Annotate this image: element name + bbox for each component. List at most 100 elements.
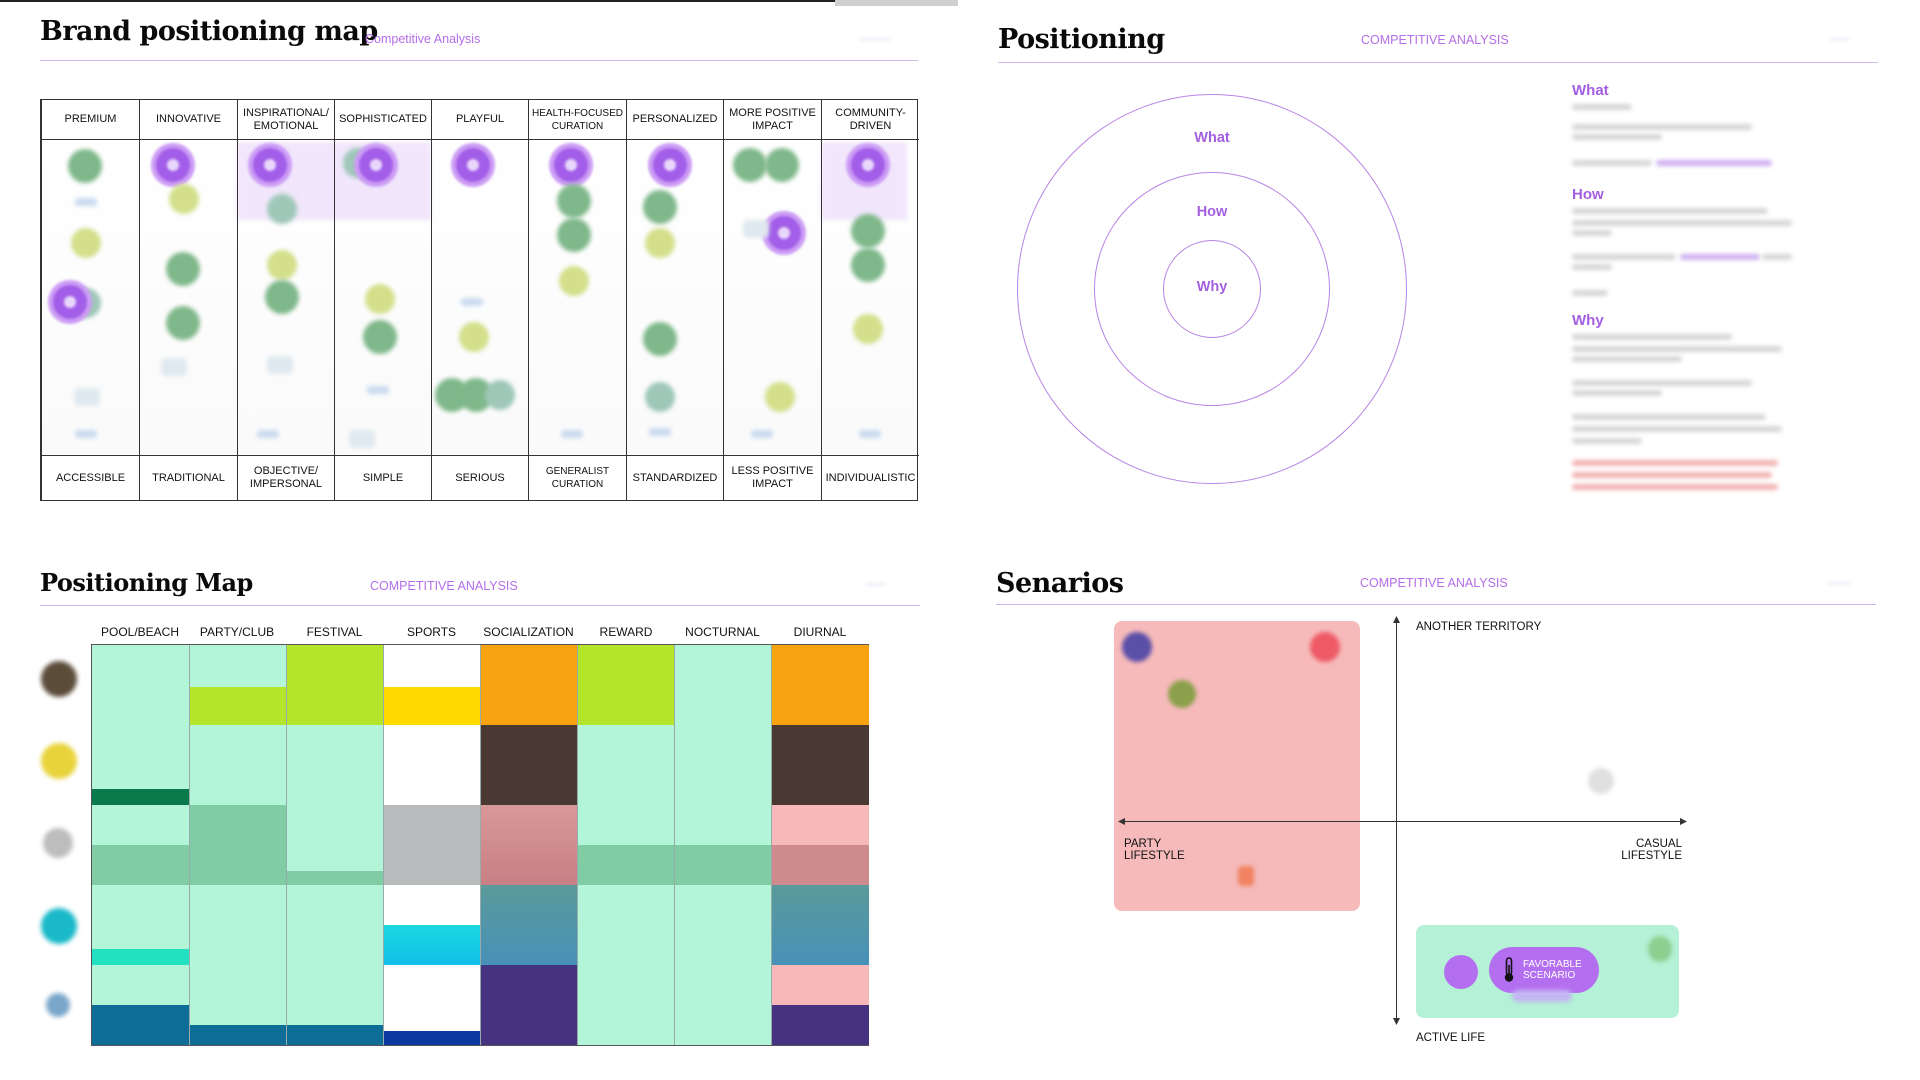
column-top-label: PREMIUM — [42, 100, 139, 140]
grid-cell — [287, 1025, 383, 1045]
brand-marker — [161, 358, 187, 376]
column-header: PARTY/CLUB — [199, 625, 275, 639]
brand-marker-highlight — [554, 148, 588, 182]
section-subtitle: COMPETITIVE ANALYSIS — [1360, 576, 1508, 590]
grid-cell — [772, 965, 869, 1005]
axis-label-top: ANOTHER TERRITORY — [1416, 621, 1542, 633]
brand-marker-highlight — [851, 148, 885, 182]
section-subtitle: COMPETITIVE ANALYSIS — [1361, 33, 1509, 47]
brand-marker-highlight — [767, 216, 801, 250]
column-top-label: COMMUNITY-DRIVEN — [822, 100, 919, 140]
brand-map-column: INNOVATIVE TRADITIONAL — [139, 100, 237, 500]
ring-label-how: How — [1196, 204, 1228, 220]
blurred-text — [1572, 414, 1766, 420]
brand-marker-highlight — [253, 148, 287, 182]
axis-arrow-right-icon — [1680, 818, 1687, 825]
axis-label-right: CASUAL LIFESTYLE — [1621, 838, 1682, 862]
column-header: NOCTURNAL — [685, 625, 760, 639]
thermometer-icon — [1504, 957, 1514, 982]
brand-map-column: SOPHISTICATED SIMPLE — [334, 100, 431, 500]
positioning-color-grid — [91, 644, 869, 1046]
axis-label-bottom: ACTIVE LIFE — [1416, 1032, 1486, 1044]
favorable-scenario-badge: FAVORABLE SCENARIO — [1489, 947, 1599, 993]
brand-marker — [559, 266, 589, 296]
brand-marker-highlight — [156, 148, 190, 182]
grid-cell — [772, 885, 869, 965]
blurred-text — [1572, 484, 1778, 490]
grid-column — [286, 645, 383, 1045]
column-header: FESTIVAL — [306, 625, 363, 639]
axis-arrow-up-icon — [1393, 616, 1400, 623]
top-rule-grey — [835, 0, 958, 6]
column-bottom-label: INDIVIDUALISTIC — [822, 455, 919, 500]
brand-marker — [645, 228, 675, 258]
brand-marker — [1168, 680, 1196, 708]
brand-marker — [367, 386, 389, 394]
blurred-text — [1572, 334, 1732, 340]
grid-cell — [772, 805, 869, 845]
grid-cell — [92, 949, 189, 965]
title-rule — [40, 60, 918, 61]
blurred-text — [1572, 160, 1652, 166]
party-lifestyle-area — [1114, 621, 1360, 911]
scenarios-panel: Senarios COMPETITIVE ANALYSIS •••••• FAV… — [962, 540, 1920, 1080]
brand-marker — [851, 248, 885, 282]
brand-marker — [645, 382, 675, 412]
column-bottom-label: LESS POSITIVE IMPACT — [724, 455, 821, 500]
blurred-text — [1572, 460, 1778, 466]
column-top-label: SOPHISTICATED — [335, 100, 431, 140]
brand-marker — [851, 214, 885, 248]
page-title: Brand positioning map — [40, 16, 378, 47]
column-header: DIURNAL — [793, 625, 847, 639]
brand-marker — [859, 430, 881, 438]
column-bottom-label: SIMPLE — [335, 455, 431, 500]
column-header: SPORTS — [406, 625, 457, 639]
grid-column — [92, 645, 189, 1045]
faint-page-label: ••••• — [866, 579, 886, 591]
blurred-text — [1572, 124, 1752, 130]
grid-cell — [481, 805, 577, 885]
badge-shadow — [1512, 990, 1572, 1002]
middle-ring — [1094, 172, 1330, 406]
blurred-text — [1572, 290, 1608, 296]
vertical-axis — [1396, 619, 1397, 1021]
grid-cell — [772, 1005, 869, 1045]
column-bottom-label: SERIOUS — [432, 455, 528, 500]
brand-marker — [1122, 632, 1152, 662]
blurred-text — [1572, 220, 1792, 226]
brand-marker — [459, 322, 489, 352]
brand-map-column: PERSONALIZED STANDARDIZED — [626, 100, 723, 500]
column-bottom-label: TRADITIONAL — [140, 455, 237, 500]
axis-arrow-left-icon — [1118, 818, 1125, 825]
brand-marker — [68, 149, 102, 183]
brand-marker — [267, 250, 297, 280]
blurred-text — [1572, 472, 1772, 478]
brand-map-column: PREMIUM ACCESSIBLE — [41, 100, 139, 500]
brand-marker — [75, 198, 97, 206]
brand-map-table: PREMIUM ACCESSIBLE INNOVATIVE TRADITIONA… — [40, 99, 919, 501]
blurred-text — [1680, 254, 1760, 260]
faint-page-label: ••••• — [1830, 34, 1850, 46]
brand-marker-highlight — [359, 148, 393, 182]
grid-cell — [190, 687, 286, 725]
blurred-text — [1572, 356, 1682, 362]
grid-cell — [481, 725, 577, 805]
brand-marker — [363, 320, 397, 354]
blurred-text — [1572, 380, 1752, 386]
grid-cell — [287, 871, 383, 885]
brand-marker — [166, 306, 200, 340]
scenario-dot — [1444, 955, 1478, 989]
blurred-text — [1572, 346, 1782, 352]
axis-label-left: PARTY LIFESTYLE — [1124, 838, 1185, 862]
blurred-text — [1572, 104, 1632, 110]
column-bottom-label: ACCESSIBLE — [42, 455, 139, 500]
brand-marker — [733, 148, 767, 182]
grid-column — [383, 645, 480, 1045]
row-icon — [46, 993, 70, 1017]
brand-marker — [461, 298, 483, 306]
brand-marker — [169, 184, 199, 214]
brand-map-column: INSPIRATIONAL/ EMOTIONAL OBJECTIVE/ IMPE… — [237, 100, 334, 500]
brand-map-column: COMMUNITY-DRIVEN INDIVIDUALISTIC — [821, 100, 919, 500]
column-top-label: PLAYFUL — [432, 100, 528, 140]
column-bottom-label: GENERALIST CURATION — [529, 455, 626, 500]
